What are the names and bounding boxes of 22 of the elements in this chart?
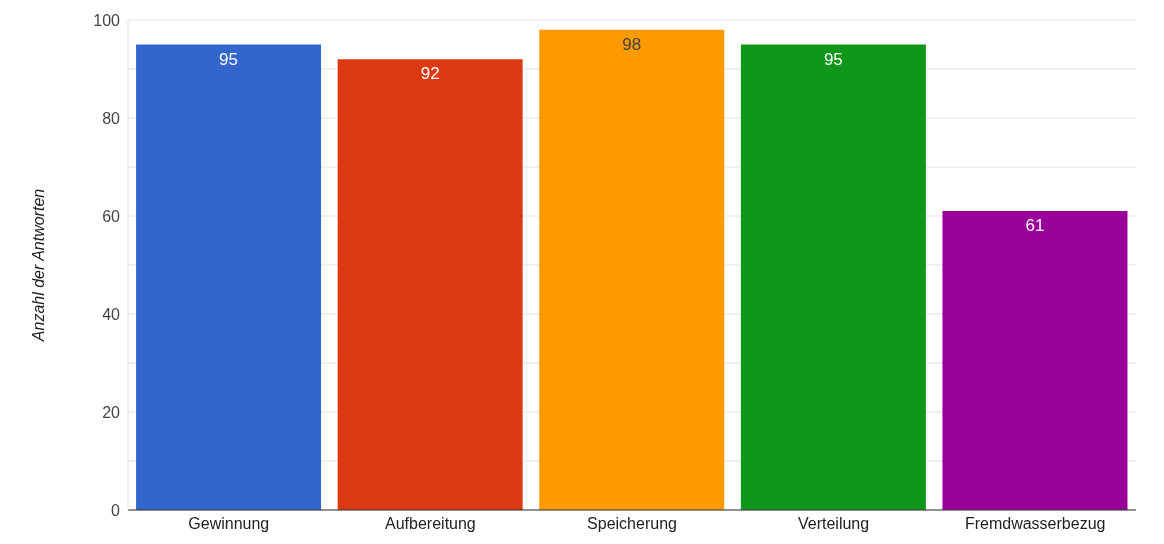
x-tick-label: Aufbereitung [385,515,476,533]
x-tick-label: Fremdwasserbezug [964,515,1106,533]
data-label: 95 [219,49,239,69]
data-label: 61 [1025,216,1045,236]
bar [337,59,523,510]
x-tick-label: Gewinnung [188,515,270,533]
data-label: 98 [622,34,642,54]
x-tick-label: Verteilung [798,515,870,533]
bar [136,44,322,510]
y-tick-label: 0 [111,501,121,519]
bar [740,44,926,510]
y-tick-label: 100 [93,11,121,29]
y-axis-title: Anzahl der Antworten [29,188,47,343]
data-label: 95 [823,49,843,69]
x-tick-label: Speicherung [587,515,677,533]
y-tick-label: 40 [102,305,121,323]
y-tick-label: 80 [102,109,121,127]
bar [539,29,725,510]
y-tick-label: 60 [102,207,121,225]
data-label: 92 [420,64,440,84]
y-tick-label: 20 [102,403,121,421]
bar [942,211,1128,510]
